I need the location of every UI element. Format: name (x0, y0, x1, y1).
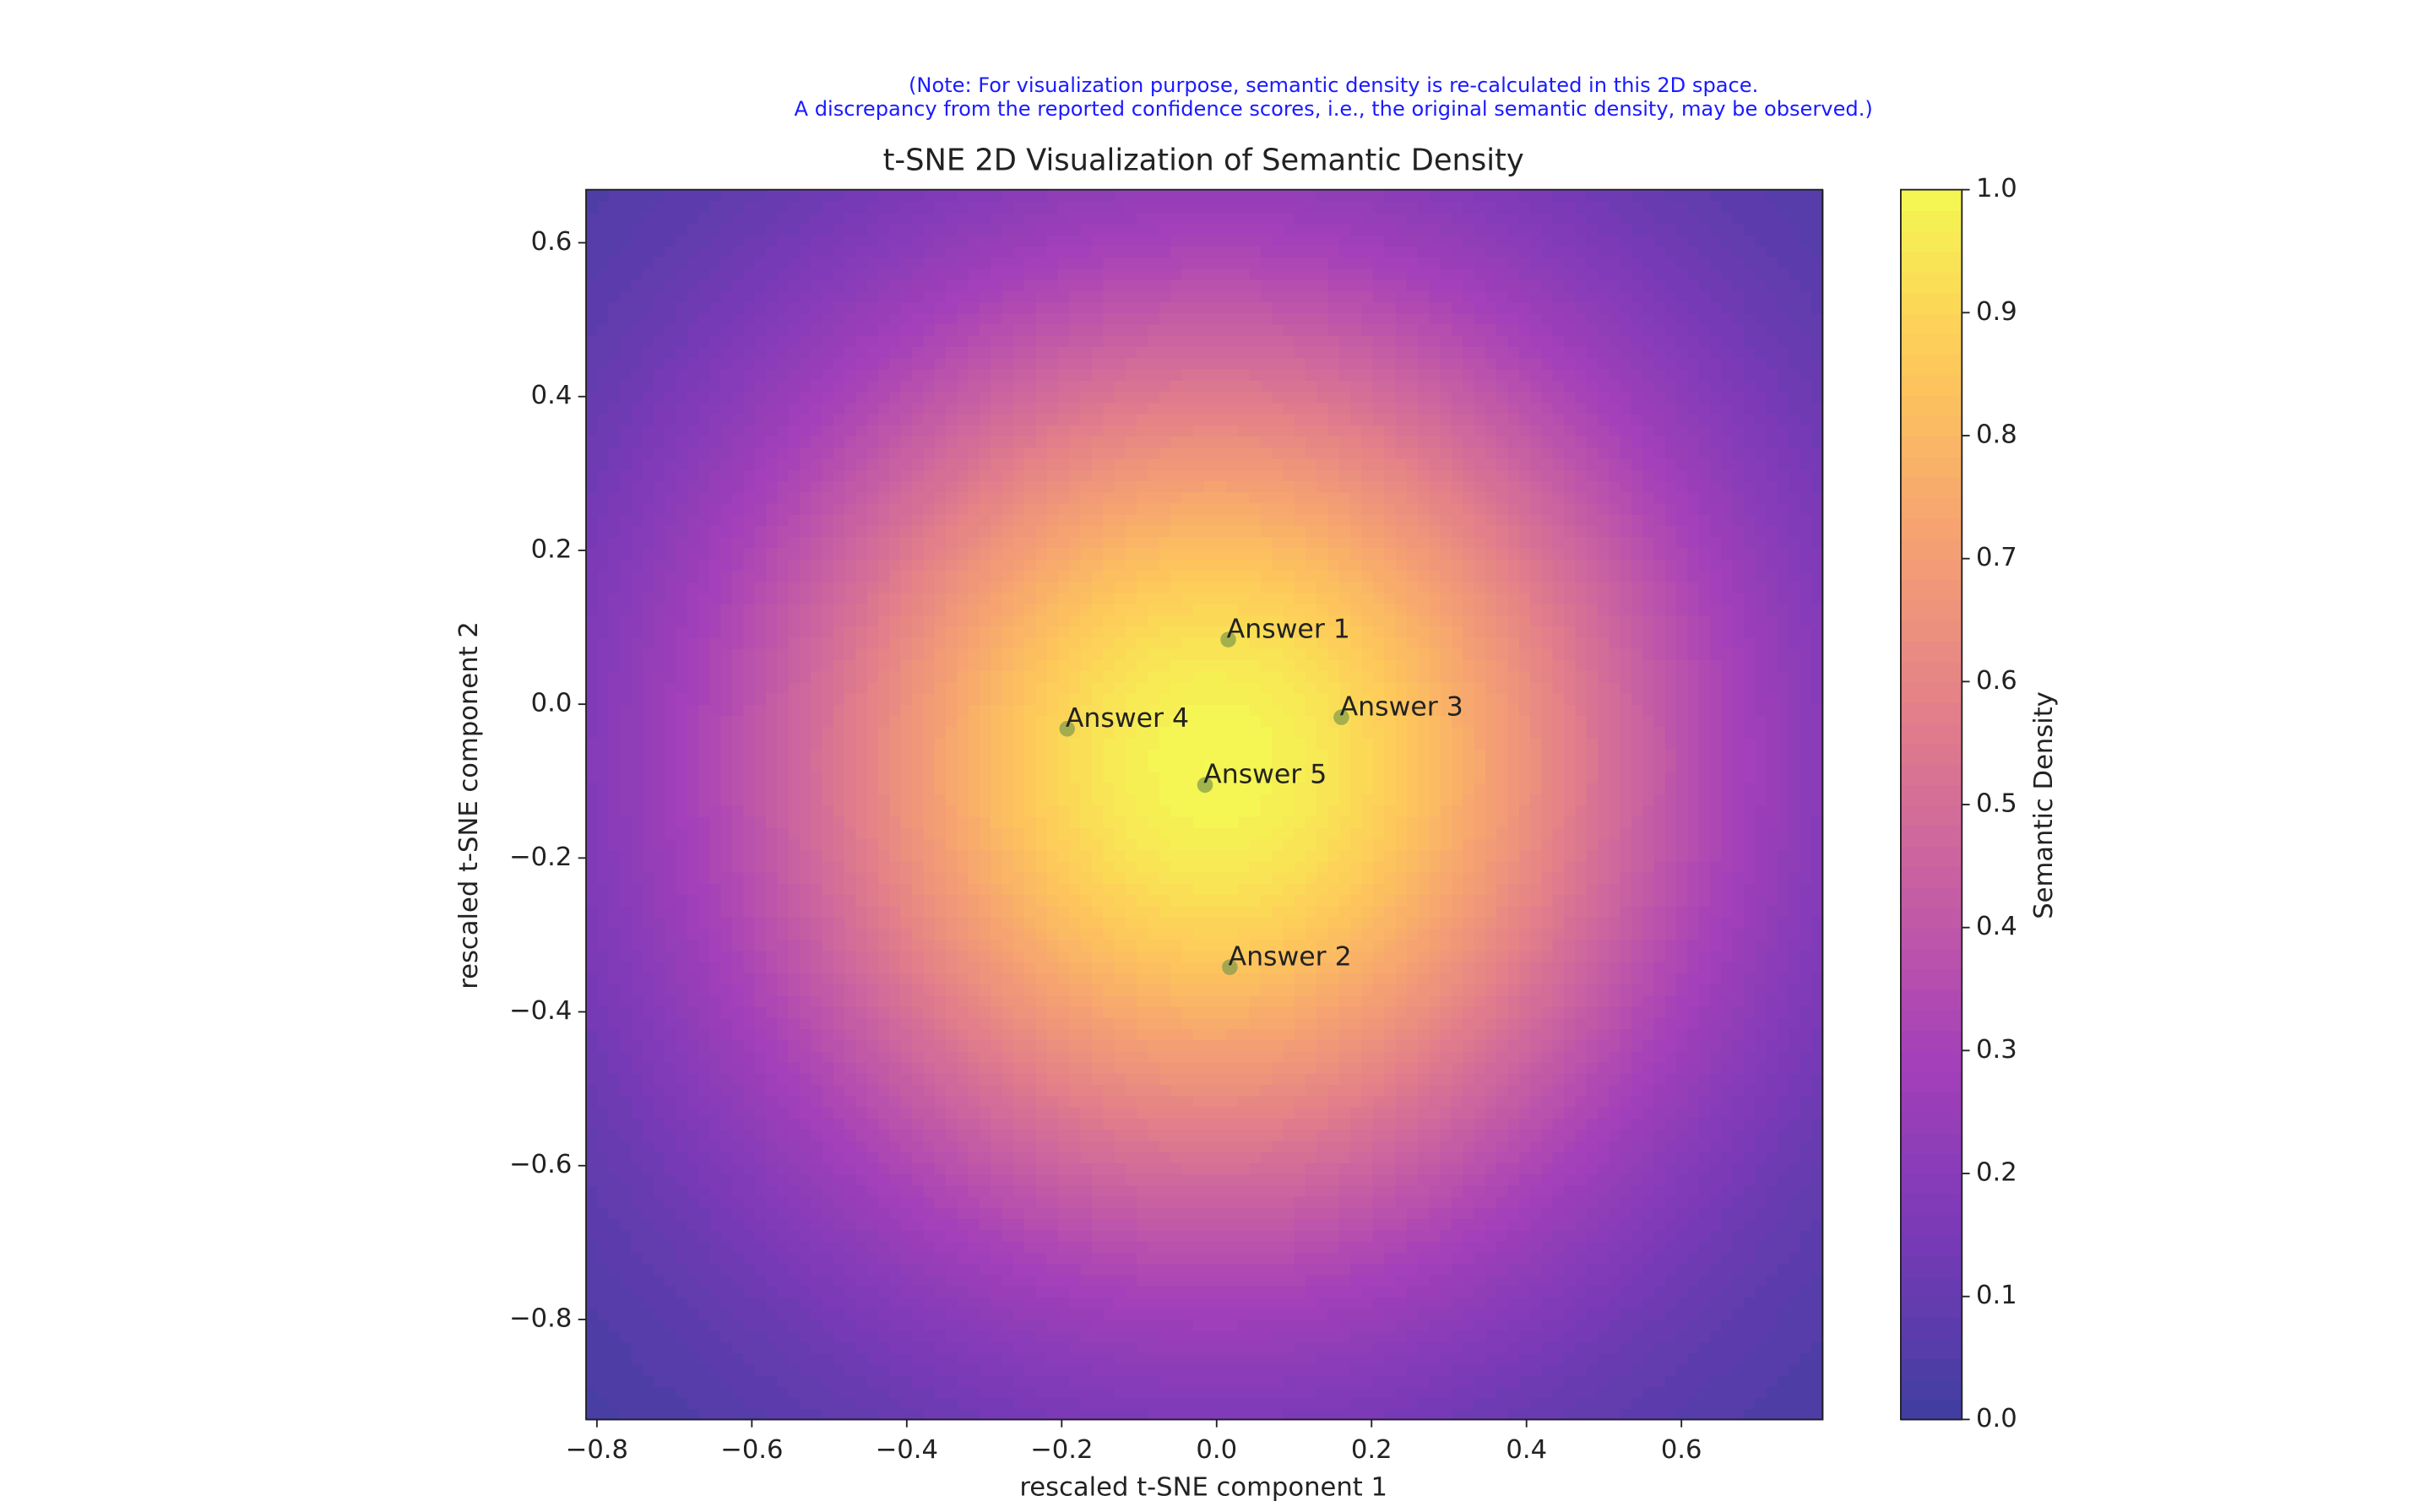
x-tick-label: −0.2 (1030, 1435, 1093, 1465)
note-line: (Note: For visualization purpose, semant… (909, 73, 1758, 97)
point (1197, 777, 1213, 794)
point (1333, 709, 1349, 725)
y-tick-label: −0.8 (509, 1303, 572, 1333)
y-tick-label: 0.0 (531, 689, 573, 718)
colorbar-tick-label: 0.9 (1976, 297, 2017, 327)
y-tick-label: −0.4 (509, 996, 572, 1026)
colorbar-tick-label: 0.8 (1976, 420, 2017, 450)
x-tick-label: 0.4 (1506, 1435, 1547, 1465)
x-tick-label: −0.4 (876, 1435, 938, 1465)
y-axis-label: rescaled t-SNE component 2 (454, 621, 484, 989)
y-tick-label: −0.6 (509, 1150, 572, 1179)
note-line: A discrepancy from the reported confiden… (795, 97, 1873, 121)
point (1059, 721, 1075, 737)
colorbar-tick-label: 0.4 (1976, 912, 2017, 941)
point-label: Answer 2 (1228, 942, 1351, 973)
density-field (586, 189, 1824, 1421)
chart-title: t-SNE 2D Visualization of Semantic Densi… (883, 143, 1524, 177)
x-axis-label: rescaled t-SNE component 1 (1019, 1473, 1387, 1503)
x-tick-label: 0.0 (1196, 1435, 1237, 1465)
x-tick-label: 0.2 (1351, 1435, 1392, 1465)
colorbar-tick-label: 0.1 (1976, 1281, 2017, 1310)
plot-frame (585, 188, 1824, 1421)
point-label: Answer 1 (1227, 614, 1350, 644)
y-tick-label: 0.6 (531, 227, 573, 257)
y-tick-label: 0.2 (531, 534, 573, 564)
colorbar-tick-label: 0.2 (1976, 1158, 2017, 1188)
point-label: Answer 4 (1066, 703, 1189, 734)
colorbar-tick-label: 0.6 (1976, 666, 2017, 696)
colorbar (1900, 189, 1962, 1421)
point-label: Answer 3 (1340, 691, 1463, 722)
colorbar-label: Semantic Density (2029, 691, 2059, 919)
x-tick-label: −0.8 (566, 1435, 628, 1465)
x-tick-label: 0.6 (1661, 1435, 1702, 1465)
colorbar-tick-label: 0.5 (1976, 789, 2017, 819)
y-tick-label: 0.4 (531, 381, 573, 410)
point-label: Answer 5 (1203, 760, 1327, 790)
x-tick-label: −0.6 (720, 1435, 783, 1465)
y-tick-label: −0.2 (509, 843, 572, 872)
point (1222, 959, 1238, 975)
colorbar-tick-label: 0.7 (1976, 543, 2017, 572)
point (1220, 631, 1236, 648)
colorbar-tick-label: 0.3 (1976, 1035, 2017, 1065)
colorbar-tick-label: 0.0 (1976, 1404, 2017, 1433)
colorbar-tick-label: 1.0 (1976, 174, 2017, 203)
